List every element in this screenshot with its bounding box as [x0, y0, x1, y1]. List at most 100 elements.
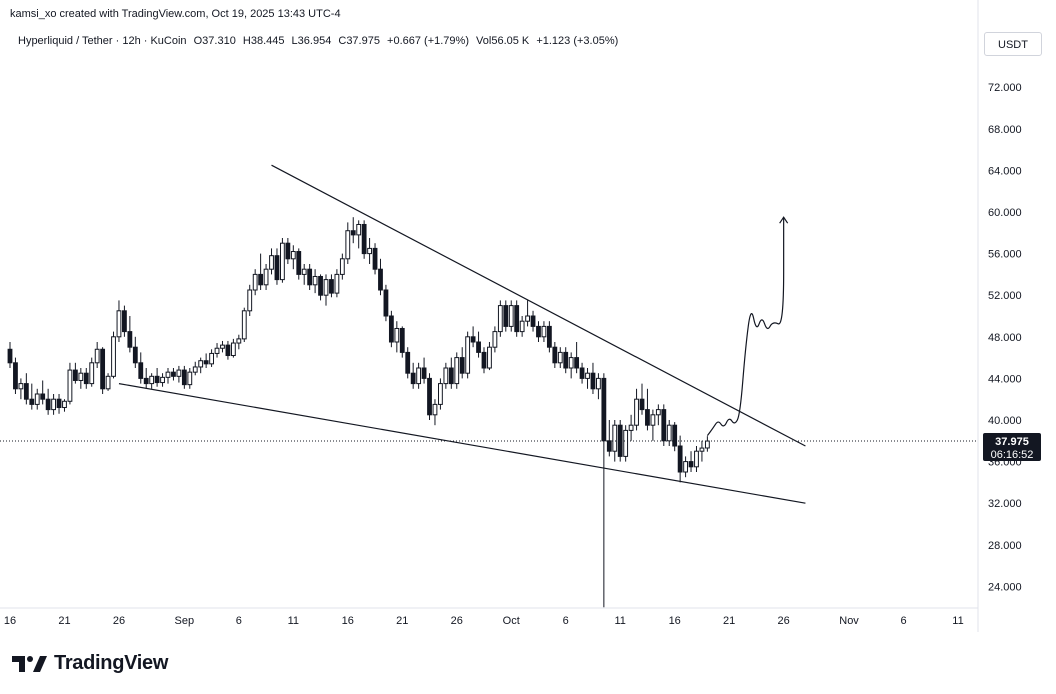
y-tick-label: 48.000 [988, 332, 1022, 344]
candle-body [247, 289, 253, 312]
candle-body [350, 230, 356, 236]
candle-body [105, 375, 111, 390]
candle-body [514, 305, 520, 333]
candle-body [704, 440, 710, 449]
candle-body [519, 320, 525, 333]
candle-body [492, 331, 498, 348]
x-tick-label: 21 [396, 615, 408, 627]
candle-body [225, 344, 231, 357]
candle-body [111, 336, 116, 377]
candle-body [7, 348, 13, 364]
x-tick-label: 21 [723, 615, 735, 627]
candle-body [601, 377, 607, 442]
currency-selector[interactable]: USDT [984, 32, 1042, 56]
candle-body [367, 247, 372, 255]
candle-body [699, 447, 705, 452]
candle-body [192, 366, 198, 373]
candle-body [23, 383, 29, 400]
candle-body [220, 344, 225, 349]
current-price-badge [983, 433, 1041, 462]
candle-body [563, 351, 569, 369]
candle-body [209, 352, 214, 365]
symbol-legend: Hyperliquid / Tether · 12h · KuCoin O37.… [18, 35, 622, 47]
candle-body [481, 351, 487, 369]
candle-body [214, 347, 220, 354]
candle-body [67, 369, 73, 402]
candle-body [72, 369, 78, 381]
tradingview-logo-icon [12, 655, 47, 672]
candle-body [274, 255, 280, 281]
brand-logo[interactable]: TradingView [12, 652, 168, 675]
candle-body [138, 362, 144, 379]
candle-body [56, 398, 62, 409]
candle-body [541, 325, 547, 338]
candle-body [677, 445, 683, 473]
candle-body [236, 338, 242, 344]
candle-body [301, 268, 307, 275]
candle-body [89, 362, 95, 385]
y-tick-label: 24.000 [988, 581, 1022, 593]
candle-body [230, 342, 236, 357]
candle-body [394, 327, 400, 343]
y-tick-label: 52.000 [988, 290, 1022, 302]
volume-change: +1.123 (+3.05%) [536, 35, 619, 47]
x-tick-label: 26 [113, 615, 125, 627]
candle-body [372, 247, 378, 270]
price-chart[interactable]: 24.00028.00032.00036.00040.00044.00048.0… [0, 0, 1056, 640]
candle-body [454, 357, 460, 385]
candle-body [280, 242, 285, 281]
candle-body [143, 377, 149, 385]
candle-body [388, 315, 394, 343]
candle-body [34, 393, 40, 405]
candle-body [655, 409, 661, 416]
x-tick-label: Nov [839, 615, 859, 627]
candle-body [378, 268, 383, 291]
x-tick-label: 6 [900, 615, 906, 627]
candle-body [187, 371, 193, 386]
candle-body [116, 310, 122, 338]
candle-body [410, 372, 416, 385]
candle-body [252, 273, 258, 291]
x-tick-label: 26 [778, 615, 790, 627]
candle-body [672, 424, 678, 447]
candle-body [318, 275, 323, 296]
candle-body [683, 461, 688, 473]
symbol-title[interactable]: Hyperliquid / Tether · 12h · KuCoin [18, 35, 187, 47]
candle-body [40, 393, 46, 400]
candle-body [438, 383, 443, 405]
brand-name: TradingView [54, 652, 169, 674]
candle-body [645, 409, 650, 426]
projected-path [706, 217, 785, 436]
y-tick-label: 64.000 [988, 165, 1022, 177]
x-tick-label: 26 [451, 615, 463, 627]
x-tick-label: 6 [236, 615, 242, 627]
upper-trendline [271, 164, 806, 447]
candle-body [18, 383, 24, 390]
candle-body [241, 310, 247, 340]
candle-body [329, 279, 334, 294]
candle-body [465, 336, 471, 374]
drawings-group [118, 164, 806, 504]
candle-body [525, 315, 530, 322]
candle-body [448, 367, 454, 385]
candle-body [432, 403, 438, 416]
current-price-label: 37.975 [995, 436, 1029, 448]
candle-body [536, 325, 541, 338]
candle-body [546, 325, 552, 348]
candle-body [383, 289, 389, 317]
x-tick-label: 16 [669, 615, 681, 627]
candle-body [198, 360, 204, 368]
candle-body [405, 351, 411, 374]
ohlc-change: +0.667 (+1.79%) [387, 35, 469, 47]
volume-value: Vol56.05 K [476, 35, 530, 47]
candle-body [160, 376, 165, 384]
candle-body [639, 398, 645, 411]
candle-body [13, 362, 18, 390]
candle-body [585, 372, 590, 379]
chart-credit: kamsi_xo created with TradingView.com, O… [10, 8, 341, 20]
candle-body [399, 327, 405, 353]
x-tick-label: 11 [288, 615, 299, 627]
candle-body [127, 331, 133, 348]
candle-body [122, 310, 127, 333]
